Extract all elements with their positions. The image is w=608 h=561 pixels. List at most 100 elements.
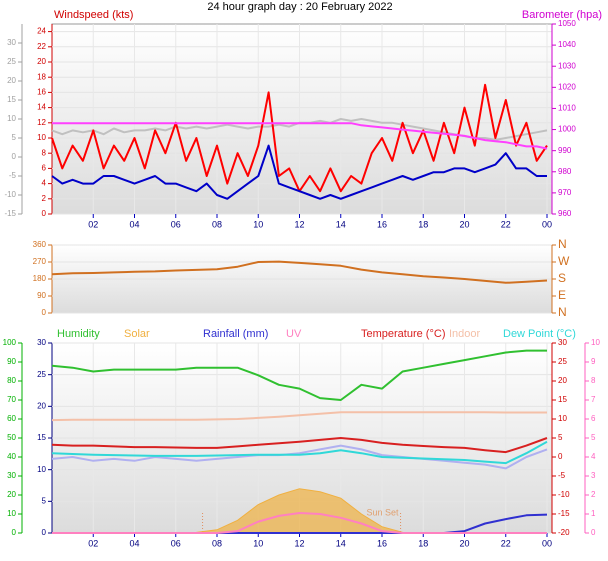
y-tick-label: 8: [591, 376, 596, 385]
y-tick-label: 10: [558, 414, 567, 423]
y-tick-label: -5: [9, 171, 17, 180]
y-tick-label: 22: [37, 42, 46, 51]
y-tick-label: 2: [42, 194, 47, 203]
y-tick-label: 20: [37, 401, 46, 410]
y-tick-label: -15: [558, 509, 570, 518]
line: [51, 411, 547, 422]
y-tick-label: -10: [558, 490, 570, 499]
y-tick-label: 0: [42, 528, 47, 537]
y-tick-label: 1040: [558, 40, 576, 49]
y-tick-label: 0: [42, 209, 47, 218]
y-tick-label: 12: [37, 118, 46, 127]
y-tick-label: E: [558, 288, 566, 302]
y-tick-label: 990: [558, 146, 572, 155]
y-tick-label: 10: [37, 465, 46, 474]
y-tick-label: 0: [558, 452, 563, 461]
y-tick-label: 70: [7, 395, 16, 404]
y-tick-label: 3: [591, 471, 596, 480]
y-tick-label: 16: [37, 88, 46, 97]
y-tick-label: 0: [42, 308, 47, 317]
y-tick-label: 50: [7, 433, 16, 442]
y-tick-label: 970: [558, 188, 572, 197]
y-tick-label: 20: [7, 490, 16, 499]
x-tick-label: 06: [171, 538, 181, 548]
y-tick-label: 10: [7, 114, 16, 123]
y-tick-label: 980: [558, 167, 572, 176]
y-tick-label: 25: [37, 370, 46, 379]
y-tick-label: 8: [42, 148, 47, 157]
x-tick-label: 16: [377, 219, 387, 229]
y-tick-label: -20: [558, 528, 570, 537]
x-tick-label: 18: [418, 219, 428, 229]
x-tick-label: 08: [212, 538, 222, 548]
x-tick-label: 00: [542, 219, 552, 229]
y-tick-label: 0: [591, 528, 596, 537]
line: [51, 440, 548, 465]
y-tick-label: 5: [12, 133, 17, 142]
x-tick-label: 14: [336, 538, 346, 548]
x-tick-label: 18: [418, 538, 428, 548]
y-tick-label: 24: [37, 27, 46, 36]
line: [52, 512, 547, 534]
line: [51, 144, 547, 200]
y-tick-label: -10: [4, 190, 16, 199]
y-tick-label: 15: [558, 395, 567, 404]
y-tick-label: 25: [7, 57, 16, 66]
y-tick-label: 360: [33, 240, 47, 249]
line: [51, 260, 548, 284]
chart-title: 24 hour graph day : 20 February 2022: [207, 1, 392, 13]
x-tick-label: 20: [459, 538, 469, 548]
y-tick-label: 14: [37, 103, 46, 112]
y-tick-label: 4: [591, 452, 596, 461]
y-tick-label: N: [558, 237, 567, 251]
y-tick-label: N: [558, 305, 567, 319]
y-tick-label: 20: [558, 376, 567, 385]
x-tick-label: 16: [377, 538, 387, 548]
legend-label: Dew Point (°C): [503, 328, 576, 340]
y-tick-label: -5: [558, 471, 566, 480]
line: [52, 122, 548, 150]
y-tick-label: 1000: [558, 125, 576, 134]
y-tick-label: 15: [37, 433, 46, 442]
annotation: Sun Set: [367, 507, 400, 517]
line: [51, 349, 547, 401]
line: [51, 437, 548, 454]
y-tick-label: 5: [42, 496, 47, 505]
y-tick-label: 30: [7, 38, 16, 47]
y-tick-label: 7: [591, 395, 596, 404]
x-tick-label: 10: [253, 538, 263, 548]
x-tick-label: 20: [459, 219, 469, 229]
x-tick-label: 02: [88, 538, 98, 548]
y-tick-label: -15: [4, 209, 16, 218]
x-tick-label: 10: [253, 219, 263, 229]
legend-label: Solar: [124, 328, 150, 340]
y-tick-label: 30: [37, 338, 46, 347]
y-tick-label: 15: [7, 95, 16, 104]
legend-label: Indoor: [449, 328, 481, 340]
y-tick-label: 1020: [558, 82, 576, 91]
y-tick-label: 20: [7, 76, 16, 85]
x-tick-label: 04: [129, 219, 139, 229]
y-tick-label: 18: [37, 72, 46, 81]
y-tick-label: 20: [37, 57, 46, 66]
y-tick-label: 6: [42, 164, 47, 173]
line: [51, 444, 548, 470]
legend-label: UV: [286, 328, 302, 340]
x-tick-label: 08: [212, 219, 222, 229]
x-tick-label: 00: [542, 538, 552, 548]
legend-label: Temperature (°C): [361, 328, 445, 340]
y-tick-label: 90: [37, 291, 46, 300]
y-tick-label: 0: [12, 528, 17, 537]
y-tick-label: 1: [591, 509, 596, 518]
x-tick-label: 22: [501, 219, 511, 229]
y-tick-label: 0: [12, 152, 17, 161]
y-axis-label: Windspeed (kts): [54, 9, 133, 21]
y-tick-label: 5: [591, 433, 596, 442]
y-tick-label: 30: [558, 338, 567, 347]
y-tick-label: 9: [591, 357, 596, 366]
y2-axis-label: Barometer (hpa): [522, 9, 602, 21]
y-tick-label: 10: [7, 509, 16, 518]
y-tick-label: S: [558, 271, 566, 285]
